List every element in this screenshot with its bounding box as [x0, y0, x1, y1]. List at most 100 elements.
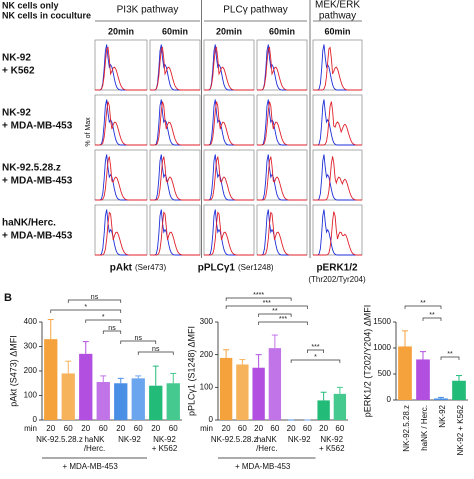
significance-label: ns — [108, 325, 116, 332]
significance-label: ** — [429, 312, 435, 319]
time-label: 60min — [162, 26, 188, 36]
x-tick-label: 60 — [64, 424, 73, 433]
x-tick-label: 20 — [116, 424, 125, 433]
legend-entry: NK cells only — [2, 0, 59, 10]
bar — [79, 353, 93, 420]
bar — [434, 398, 448, 400]
significance-label: * — [84, 304, 87, 311]
y-tick-label: 1500 — [373, 317, 391, 326]
group-note: + MDA-MB-453 — [62, 462, 118, 471]
group-note: + MDA-MB-453 — [235, 462, 291, 471]
bar — [166, 383, 180, 420]
group-label: NK-92 — [118, 435, 141, 444]
histogram-red — [150, 46, 200, 91]
histogram-red — [95, 46, 147, 91]
row-label: NK-92.5.28.z — [2, 163, 61, 174]
significance-bracket — [440, 356, 460, 360]
legend-entry: NK cells in coculture — [2, 10, 91, 20]
y-axis-label: pPLCγ1 (S1248) ΔMFI — [186, 326, 196, 416]
y-tick-label: 100 — [200, 382, 214, 391]
bar — [398, 346, 412, 400]
histogram-red — [257, 211, 307, 256]
histogram-blue — [204, 154, 254, 201]
bar — [131, 378, 145, 420]
bar — [44, 339, 58, 420]
x-unit-label: min — [24, 424, 37, 433]
histogram-blue — [257, 209, 307, 256]
x-tick-label: 20 — [319, 424, 328, 433]
bar — [149, 385, 163, 420]
row-label: haNK/Herc. — [2, 218, 56, 229]
significance-label: *** — [263, 300, 271, 307]
bar — [452, 380, 466, 400]
bar — [317, 400, 330, 420]
x-tick-label: NK-92.5.28.z — [402, 405, 411, 452]
row-label: + MDA-MB-453 — [2, 231, 73, 242]
significance-label: ns — [135, 335, 143, 342]
y-axis-label: pAkt (S473) ΔMFI — [8, 335, 18, 407]
group-label: haNK — [84, 435, 105, 444]
significance-bracket — [137, 351, 174, 355]
histogram-red — [150, 156, 200, 201]
y-tick-label: 100 — [24, 391, 38, 400]
y-tick-label: 400 — [24, 317, 38, 326]
histogram-blue — [150, 209, 200, 256]
significance-label: *** — [279, 316, 287, 323]
y-axis-label: pERK1/2 (T202/Y204) ΔMFI — [362, 305, 372, 418]
significance-bracket — [290, 359, 341, 363]
row-label: + K562 — [2, 66, 35, 77]
significance-label: * — [102, 314, 105, 321]
group-label: NK-92 — [320, 435, 343, 444]
significance-bracket — [225, 297, 292, 301]
row-label: NK-92 — [2, 108, 31, 119]
marker-site: (Ser473) — [135, 263, 166, 272]
histogram-red — [257, 101, 307, 146]
histogram-red — [257, 156, 307, 201]
bar — [236, 364, 249, 420]
y-tick-label: 0 — [33, 415, 38, 424]
significance-bracket — [120, 340, 157, 344]
significance-bracket — [404, 305, 442, 309]
significance-label: ** — [420, 300, 426, 307]
histogram-blue — [313, 209, 362, 256]
x-tick-label: 20 — [222, 424, 231, 433]
bar — [114, 383, 128, 420]
x-tick-label: 60 — [270, 424, 279, 433]
bar — [416, 359, 430, 400]
significance-label: *** — [311, 344, 319, 351]
histogram-blue — [95, 209, 147, 256]
marker-name: pPLCγ1 — [198, 263, 236, 274]
x-tick-label: 20 — [287, 424, 296, 433]
x-unit-label: min — [200, 424, 213, 433]
histogram-red — [95, 101, 147, 146]
time-label: 60min — [324, 26, 350, 36]
group-label: /Herc. — [256, 444, 277, 453]
y-tick-label: 300 — [200, 317, 214, 326]
histogram-blue — [313, 44, 362, 91]
x-tick-label: 60 — [134, 424, 143, 433]
histogram-red — [204, 101, 254, 146]
time-label: 60min — [269, 26, 295, 36]
x-tick-label: 60 — [335, 424, 344, 433]
histogram-red — [313, 101, 362, 146]
significance-bracket — [422, 317, 442, 321]
significance-bracket — [85, 319, 122, 323]
bar — [252, 367, 265, 420]
marker-name: pERK1/2 — [316, 263, 358, 274]
histogram-blue — [313, 154, 362, 201]
y-tick-label: 200 — [200, 350, 214, 359]
x-tick-label: haNK / Herc. — [420, 405, 429, 451]
significance-label: ** — [447, 351, 453, 358]
row-label: + MDA-MB-453 — [2, 176, 73, 187]
group-label: NK-92.5.28.z — [211, 435, 258, 444]
histogram-blue — [95, 154, 147, 201]
histogram-red — [313, 156, 362, 201]
y-tick-label: 300 — [24, 342, 38, 351]
histogram-red — [313, 211, 362, 256]
histogram-blue — [150, 154, 200, 201]
pathway-header: PLCγ pathway — [223, 5, 287, 16]
significance-label: ns — [152, 346, 160, 353]
pathway-header: PI3K pathway — [117, 5, 179, 16]
